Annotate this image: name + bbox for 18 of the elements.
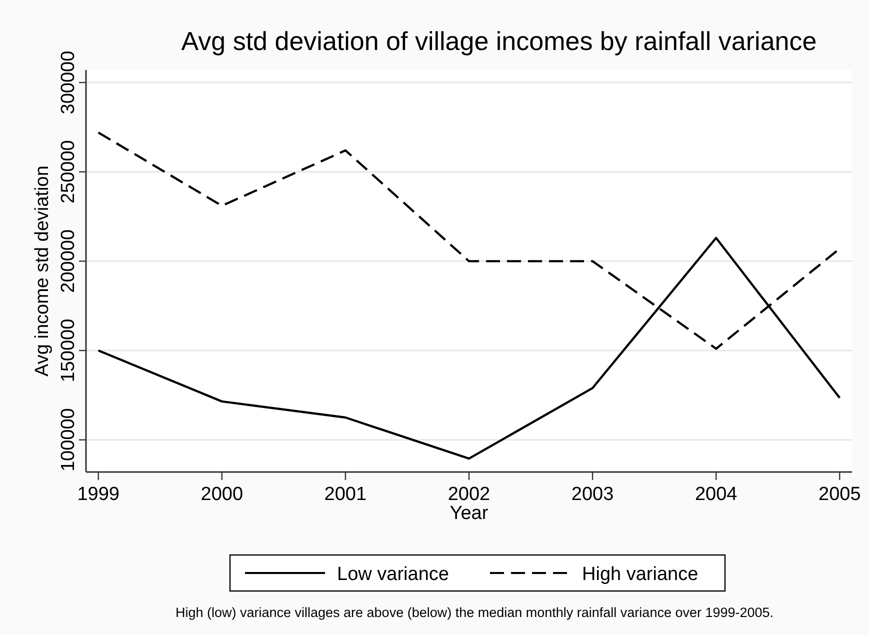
x-tick-label: 2001 [324, 484, 367, 505]
y-tick-label: 300000 [58, 50, 79, 114]
y-tick-label: 250000 [58, 140, 79, 204]
legend-label: Low variance [337, 564, 449, 585]
legend-label: High variance [582, 564, 698, 585]
y-tick-label: 150000 [58, 318, 79, 382]
x-axis-title: Year [450, 503, 489, 524]
chart-title: Avg std deviation of village incomes by rainfall variance [181, 26, 817, 56]
y-tick-label: 100000 [58, 408, 79, 472]
y-axis-title: Avg income std deviation [32, 166, 53, 376]
x-tick-label: 2005 [818, 484, 861, 505]
x-tick-label: 2000 [200, 484, 244, 505]
x-tick-label: 2004 [694, 484, 738, 505]
x-tick-label: 1999 [77, 484, 120, 505]
x-tick-label: 2002 [448, 484, 490, 505]
y-tick-label: 200000 [58, 229, 79, 293]
x-tick-label: 2003 [571, 484, 614, 505]
text: High (low) variance villages are above (below) the median monthly rainfall variance over 1999-2005. [175, 605, 774, 620]
